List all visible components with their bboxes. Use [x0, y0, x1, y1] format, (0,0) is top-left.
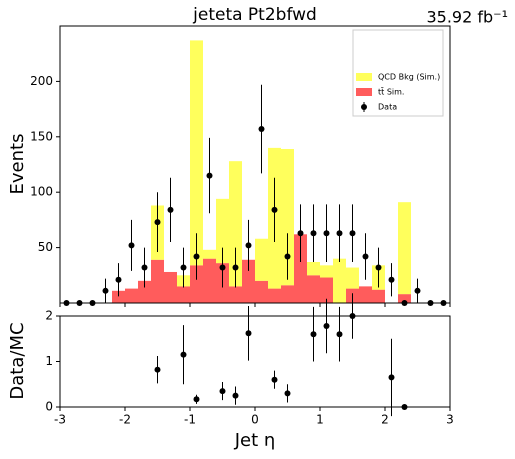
- y-tick-label: 150: [30, 129, 53, 143]
- hist-bar: [112, 290, 125, 303]
- x-tick-label: -1: [184, 413, 196, 427]
- y-tick-label: 50: [38, 240, 53, 254]
- hist-bar: [138, 280, 151, 303]
- data-point: [414, 287, 421, 294]
- hist-bar: [307, 262, 320, 276]
- data-point: [310, 230, 317, 237]
- ratio-point: [180, 351, 187, 358]
- ratio-point: [284, 390, 291, 397]
- data-point: [193, 253, 200, 260]
- legend-swatch: [356, 73, 372, 81]
- y-tick-label: 100: [30, 185, 53, 199]
- x-tick-label: 1: [316, 413, 324, 427]
- data-point: [128, 242, 135, 249]
- hist-bar: [190, 40, 203, 266]
- y-tick-label: 0: [45, 400, 53, 414]
- hist-bar: [151, 259, 164, 303]
- legend-label: QCD Bkg (Sim.): [378, 73, 440, 82]
- hist-bar: [346, 267, 359, 289]
- data-point: [375, 264, 382, 271]
- data-point: [323, 230, 330, 237]
- hist-bar: [398, 202, 411, 295]
- hist-bar: [281, 285, 294, 303]
- hist-bar: [320, 277, 333, 303]
- data-point: [297, 230, 304, 237]
- y-tick-label: 1: [45, 354, 53, 368]
- hist-bar: [307, 275, 320, 303]
- legend-label: Data: [378, 103, 397, 112]
- legend-label: tt̄ Sim.: [378, 86, 404, 96]
- hist-bar: [229, 286, 242, 303]
- x-tick-label: -3: [54, 413, 66, 427]
- hist-bar: [203, 258, 216, 303]
- data-point: [154, 219, 161, 226]
- ratio-point: [388, 374, 395, 381]
- x-tick-label: 3: [446, 413, 454, 427]
- hist-bar: [203, 249, 216, 259]
- ratio-point: [310, 331, 317, 338]
- data-point: [349, 230, 356, 237]
- x-axis-label: Jet η: [234, 430, 276, 451]
- ratio-point: [154, 366, 161, 373]
- legend-marker: [361, 104, 367, 110]
- hist-bar: [398, 294, 411, 303]
- hist-bar: [320, 265, 333, 278]
- data-point: [102, 287, 109, 294]
- hist-bar: [164, 271, 177, 303]
- data-point: [219, 264, 226, 271]
- hist-bar: [359, 286, 372, 303]
- x-tick-label: 0: [251, 413, 259, 427]
- ratio-point: [336, 331, 343, 338]
- hist-bar: [294, 234, 307, 303]
- ratio-point: [232, 392, 239, 399]
- hist-bar: [333, 258, 346, 303]
- hist-bar: [190, 265, 203, 303]
- hist-bar: [255, 238, 268, 281]
- luminosity: 35.92 fb⁻¹: [426, 8, 508, 27]
- hist-bar: [268, 288, 281, 303]
- hist-bar: [229, 161, 242, 287]
- hist-bar: [216, 198, 229, 264]
- data-point: [245, 242, 252, 249]
- legend-swatch: [356, 88, 372, 96]
- hist-bar: [125, 288, 138, 303]
- x-tick-label: -2: [119, 413, 131, 427]
- data-point: [336, 230, 343, 237]
- hist-bar: [242, 259, 255, 303]
- data-point: [232, 264, 239, 271]
- x-tick-label: 2: [381, 413, 389, 427]
- data-point: [115, 276, 122, 283]
- ratio-point: [245, 330, 252, 337]
- y-tick-label: 200: [30, 74, 53, 88]
- ratio-point: [271, 376, 278, 383]
- hist-bar: [177, 286, 190, 303]
- y-tick-label: 2: [45, 309, 53, 323]
- data-point: [284, 253, 291, 260]
- hist-bar: [255, 280, 268, 303]
- y-axis-label: Events: [7, 134, 28, 195]
- data-point: [141, 264, 148, 271]
- data-point: [258, 126, 265, 133]
- data-point: [206, 172, 213, 179]
- data-point: [180, 264, 187, 271]
- data-point: [271, 206, 278, 213]
- data-point: [167, 206, 174, 213]
- data-point: [362, 253, 369, 260]
- ratio-y-axis-label: Data/MC: [7, 322, 28, 399]
- ratio-point: [323, 323, 330, 330]
- data-point: [388, 276, 395, 283]
- ratio-point: [193, 396, 200, 403]
- hist-bar: [372, 289, 385, 303]
- chart-title: jeteta Pt2bfwd: [192, 5, 317, 25]
- hist-bar: [281, 148, 294, 286]
- ratio-point: [219, 388, 226, 395]
